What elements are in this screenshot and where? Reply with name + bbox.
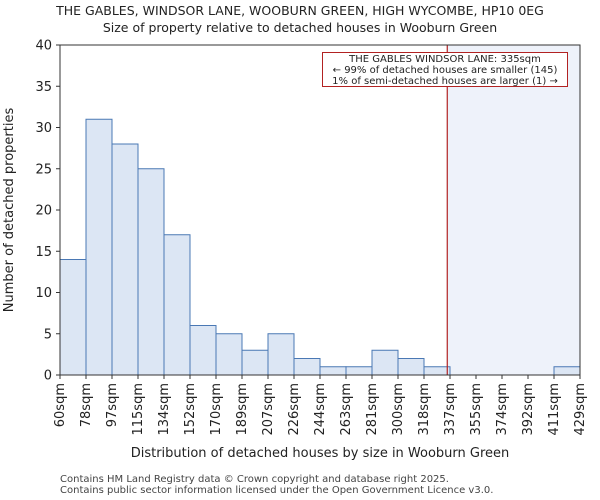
x-tick-label: 152sqm (183, 383, 198, 436)
annotation-line-1: THE GABLES WINDSOR LANE: 335sqm (349, 54, 541, 65)
histogram-bar (293, 358, 321, 376)
histogram-bar (189, 325, 217, 376)
annotation-line-3: 1% of semi-detached houses are larger (1… (332, 76, 558, 87)
y-tick-label: 35 (35, 80, 52, 95)
x-tick-label: 170sqm (209, 383, 224, 436)
y-tick-label: 25 (35, 162, 52, 177)
y-axis-label: Number of detached properties (2, 108, 17, 313)
x-tick-label: 189sqm (235, 383, 250, 436)
y-tick-label: 20 (35, 204, 52, 219)
x-tick-label: 226sqm (287, 383, 302, 436)
property-annotation-box: THE GABLES WINDSOR LANE: 335sqm ← 99% of… (322, 52, 568, 87)
histogram-bar (215, 333, 243, 376)
histogram-bar (85, 118, 113, 376)
y-tick-label: 10 (35, 286, 52, 301)
footer-copyright: Contains HM Land Registry data © Crown c… (60, 474, 449, 485)
chart-subtitle: Size of property relative to detached ho… (102, 20, 498, 35)
marker-highlight-region (447, 45, 580, 375)
x-tick-label: 300sqm (391, 383, 406, 436)
histogram-bar (59, 259, 87, 376)
x-tick-label: 411sqm (547, 383, 562, 436)
x-tick-label: 244sqm (313, 383, 328, 436)
x-tick-label: 263sqm (339, 383, 354, 436)
x-tick-label: 115sqm (131, 383, 146, 436)
x-tick-label: 355sqm (469, 383, 484, 436)
y-tick-label: 5 (44, 327, 52, 342)
histogram-bar (553, 366, 581, 376)
x-tick-label: 281sqm (365, 383, 380, 436)
x-tick-label: 78sqm (79, 383, 94, 427)
histogram-bar (423, 366, 451, 376)
x-tick-label: 337sqm (443, 383, 458, 436)
x-tick-label: 97sqm (105, 383, 120, 427)
histogram-bar (371, 349, 399, 376)
histogram-bar (241, 349, 269, 376)
x-tick-label: 392sqm (521, 383, 536, 436)
histogram-bar (397, 358, 425, 376)
x-tick-label: 318sqm (417, 383, 432, 436)
chart-title-address: THE GABLES, WINDSOR LANE, WOOBURN GREEN,… (56, 3, 544, 18)
histogram-bar (267, 333, 295, 376)
y-tick-label: 15 (35, 245, 52, 260)
x-tick-label: 207sqm (261, 383, 276, 436)
histogram-bar (345, 366, 373, 376)
y-tick-label: 40 (35, 39, 52, 54)
x-tick-label: 60sqm (53, 383, 68, 427)
x-tick-label: 134sqm (157, 383, 172, 436)
x-tick-label: 429sqm (573, 383, 588, 436)
x-axis-label: Distribution of detached houses by size … (131, 446, 510, 461)
annotation-line-2: ← 99% of detached houses are smaller (14… (332, 65, 558, 76)
footer-licence: Contains public sector information licen… (60, 485, 494, 496)
histogram-bar (319, 366, 347, 376)
y-tick-label: 30 (35, 121, 52, 136)
x-tick-label: 374sqm (495, 383, 510, 436)
y-tick-label: 0 (44, 369, 52, 384)
histogram-bar (163, 234, 191, 376)
histogram-bar (111, 143, 139, 376)
histogram-bar (137, 168, 165, 376)
